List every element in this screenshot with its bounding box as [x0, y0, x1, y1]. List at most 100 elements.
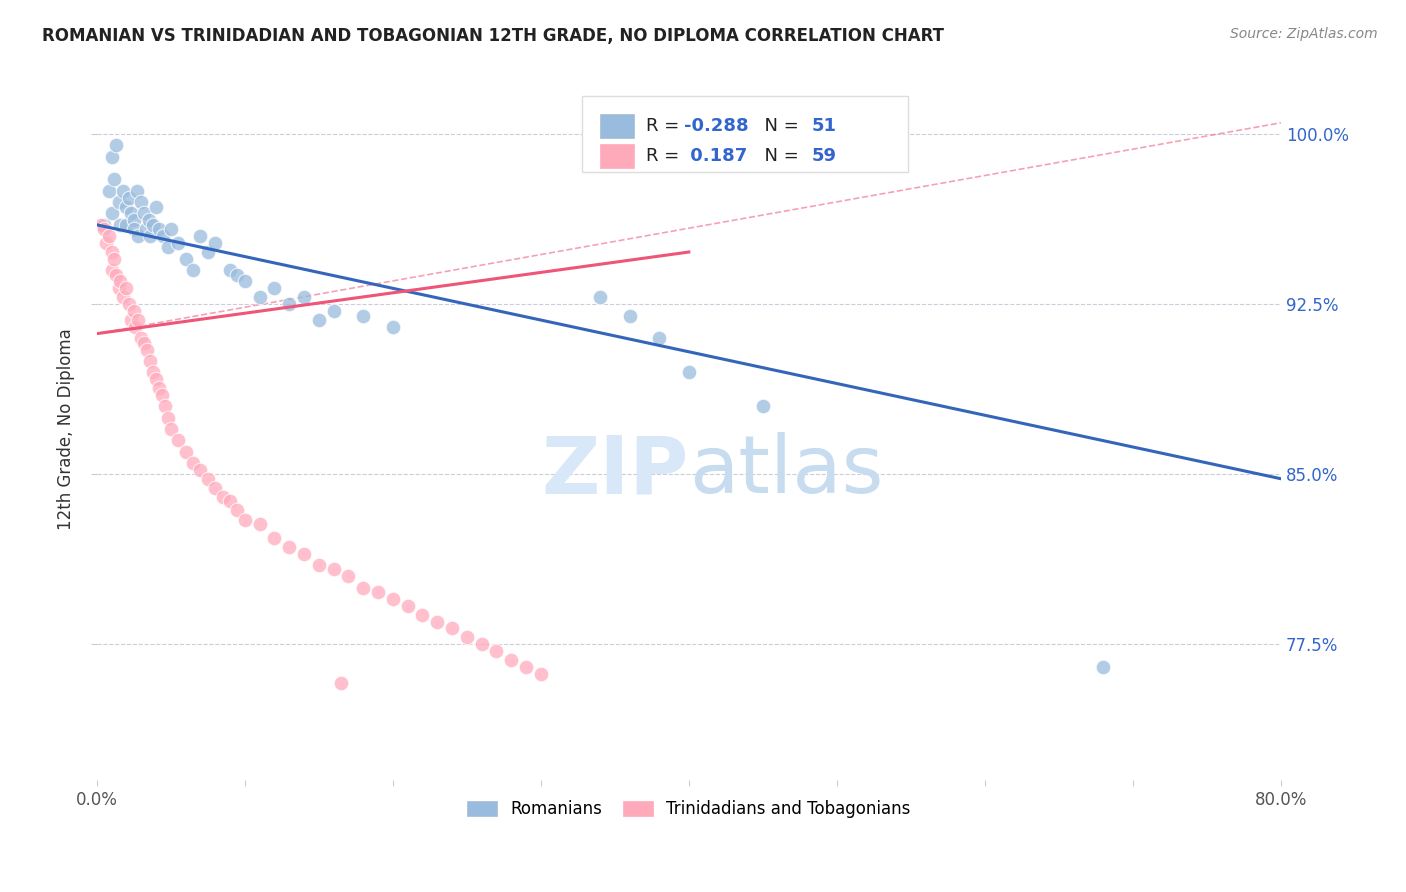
Point	[367, 585, 389, 599]
Point	[167, 434, 190, 448]
Point	[100, 150, 122, 164]
Text: -0.288: -0.288	[685, 117, 749, 135]
Point	[426, 615, 449, 629]
Point	[110, 218, 132, 232]
FancyBboxPatch shape	[600, 114, 634, 138]
Point	[204, 235, 226, 250]
Text: Source: ZipAtlas.com: Source: ZipAtlas.com	[1230, 27, 1378, 41]
Legend: Romanians, Trinidadians and Tobagonians: Romanians, Trinidadians and Tobagonians	[461, 793, 917, 825]
Point	[411, 607, 433, 622]
Point	[122, 304, 145, 318]
FancyBboxPatch shape	[600, 145, 634, 169]
Point	[90, 218, 112, 232]
Point	[396, 599, 419, 613]
Point	[197, 245, 219, 260]
Point	[145, 200, 167, 214]
Point	[352, 581, 374, 595]
Point	[648, 331, 671, 345]
Point	[112, 184, 135, 198]
Point	[619, 309, 641, 323]
Y-axis label: 12th Grade, No Diploma: 12th Grade, No Diploma	[58, 328, 75, 530]
Point	[129, 331, 152, 345]
Point	[100, 263, 122, 277]
Point	[233, 275, 256, 289]
Point	[94, 235, 117, 250]
Point	[159, 222, 181, 236]
Point	[103, 252, 125, 266]
Point	[125, 184, 148, 198]
Point	[108, 281, 131, 295]
Point	[142, 218, 165, 232]
Point	[278, 540, 301, 554]
Point	[678, 365, 700, 379]
Point	[150, 388, 173, 402]
Point	[100, 245, 122, 260]
Point	[159, 422, 181, 436]
Point	[249, 517, 271, 532]
Point	[278, 297, 301, 311]
Point	[97, 184, 120, 198]
Point	[530, 666, 553, 681]
Point	[97, 229, 120, 244]
Point	[104, 138, 127, 153]
Point	[103, 172, 125, 186]
Text: R =: R =	[647, 117, 685, 135]
Point	[115, 200, 138, 214]
Point	[181, 456, 204, 470]
Point	[127, 229, 149, 244]
Point	[501, 653, 523, 667]
Point	[752, 399, 775, 413]
Point	[471, 637, 494, 651]
Point	[152, 229, 174, 244]
Text: N =: N =	[752, 147, 804, 165]
Text: atlas: atlas	[689, 432, 883, 510]
Text: 51: 51	[813, 117, 837, 135]
Point	[139, 229, 162, 244]
Point	[204, 481, 226, 495]
Point	[219, 494, 242, 508]
Text: N =: N =	[752, 117, 804, 135]
Point	[100, 206, 122, 220]
Point	[145, 372, 167, 386]
Point	[322, 304, 344, 318]
Point	[292, 547, 315, 561]
Text: 0.187: 0.187	[685, 147, 748, 165]
Point	[148, 222, 170, 236]
Point	[263, 531, 285, 545]
Point	[112, 290, 135, 304]
Point	[132, 206, 155, 220]
Point	[93, 218, 115, 232]
Point	[226, 268, 249, 282]
Point	[115, 281, 138, 295]
Point	[108, 195, 131, 210]
Point	[485, 644, 508, 658]
Point	[120, 313, 142, 327]
Point	[129, 195, 152, 210]
Point	[188, 229, 211, 244]
Point	[322, 562, 344, 576]
Point	[110, 275, 132, 289]
Point	[148, 381, 170, 395]
Text: 59: 59	[813, 147, 837, 165]
Point	[249, 290, 271, 304]
Point	[337, 569, 360, 583]
Point	[139, 354, 162, 368]
Point	[1092, 660, 1115, 674]
Point	[138, 213, 160, 227]
Point	[120, 206, 142, 220]
Point	[174, 252, 197, 266]
Point	[93, 222, 115, 236]
Point	[440, 621, 463, 635]
Point	[181, 263, 204, 277]
Point	[135, 222, 157, 236]
Point	[142, 365, 165, 379]
Point	[330, 675, 353, 690]
Point	[174, 444, 197, 458]
FancyBboxPatch shape	[582, 96, 908, 172]
Text: ROMANIAN VS TRINIDADIAN AND TOBAGONIAN 12TH GRADE, NO DIPLOMA CORRELATION CHART: ROMANIAN VS TRINIDADIAN AND TOBAGONIAN 1…	[42, 27, 945, 45]
Text: ZIP: ZIP	[541, 432, 689, 510]
Point	[381, 591, 404, 606]
Point	[167, 235, 190, 250]
Point	[352, 309, 374, 323]
Text: R =: R =	[647, 147, 685, 165]
